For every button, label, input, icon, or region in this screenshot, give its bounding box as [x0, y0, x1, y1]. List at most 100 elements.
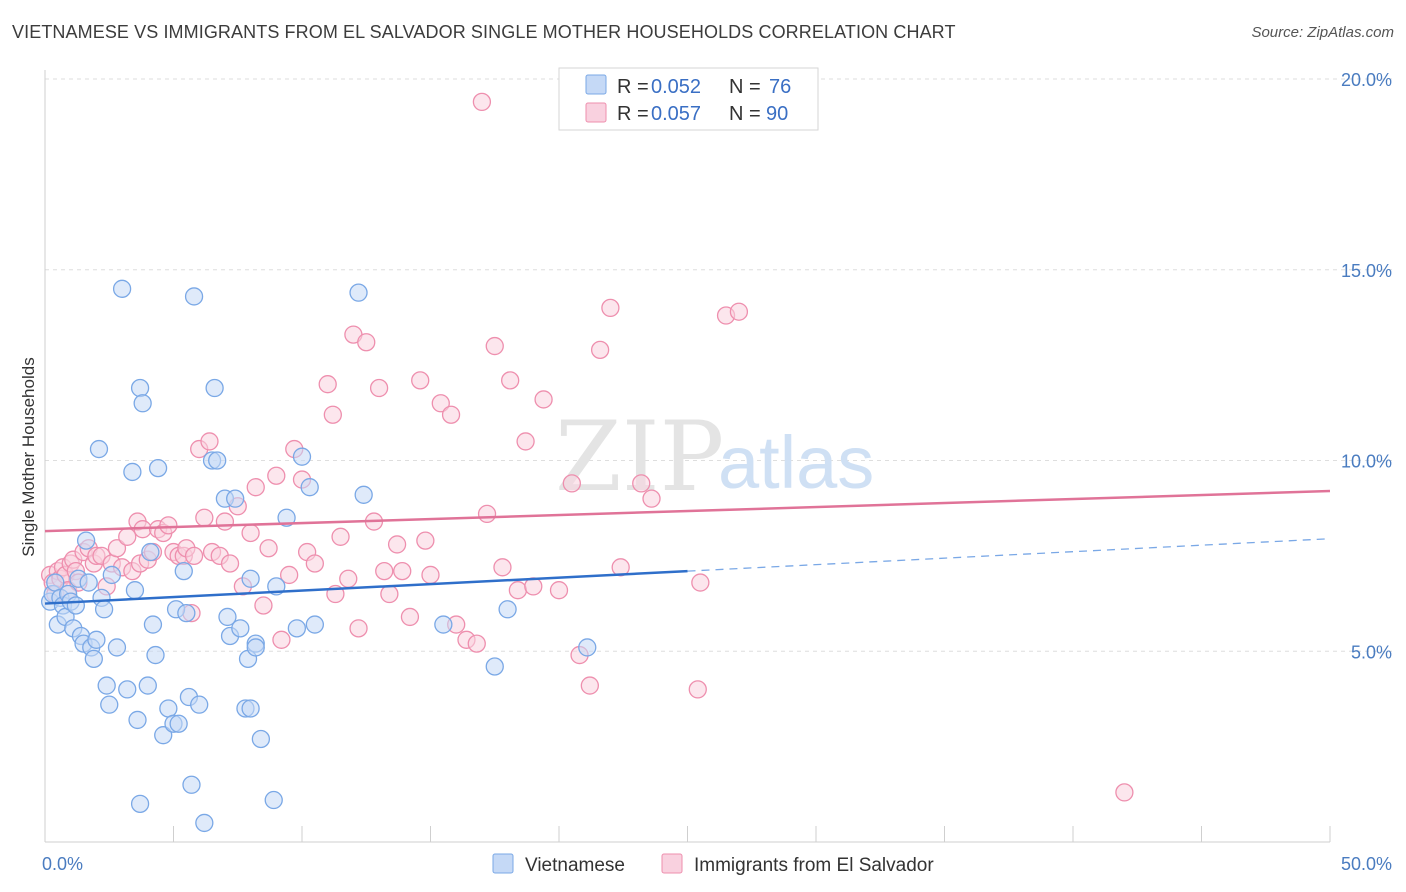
el-salvador-point	[357, 333, 376, 352]
legend-n-value-el-salvador: 90	[766, 103, 788, 125]
vietnamese-point	[123, 462, 142, 482]
vietnamese-point	[305, 615, 325, 634]
vietnamese-point	[128, 710, 147, 730]
el-salvador-point	[580, 676, 599, 695]
el-salvador-point	[380, 584, 399, 604]
vietnamese-point	[84, 649, 103, 669]
legend-swatch-vietnamese	[585, 74, 607, 95]
vietnamese-point	[130, 794, 150, 813]
vietnamese-point	[264, 790, 283, 810]
vietnamese-point	[79, 573, 98, 592]
axes	[44, 70, 1331, 843]
el-salvador-point	[611, 558, 630, 577]
el-salvador-point	[485, 336, 504, 356]
vietnamese-point	[130, 378, 150, 398]
legend-r-label-el-salvador: R =	[617, 103, 649, 125]
vietnamese-point	[118, 680, 137, 699]
y-tick-label: 15.0%	[1341, 261, 1392, 281]
el-salvador-point	[534, 390, 553, 409]
el-salvador-point	[477, 504, 497, 524]
legend-swatch-el-salvador	[585, 102, 607, 123]
el-salvador-point	[691, 573, 710, 592]
vietnamese-point	[190, 695, 209, 714]
vietnamese-trend-line	[44, 569, 688, 605]
legend-r-value-vietnamese: 0.052	[651, 76, 701, 98]
el-salvador-trend-line	[44, 489, 1331, 533]
el-salvador-point	[200, 432, 219, 451]
vietnamese-trend-extension	[687, 538, 1331, 572]
vietnamese-point	[251, 729, 271, 749]
el-salvador-point	[729, 302, 749, 321]
trend-lines	[44, 489, 1331, 605]
el-salvador-point	[323, 405, 342, 424]
el-salvador-point	[393, 561, 412, 581]
el-salvador-point	[349, 619, 368, 638]
el-salvador-point	[272, 630, 291, 649]
vietnamese-point	[169, 714, 188, 733]
el-salvador-point	[369, 378, 389, 398]
legend-n-value-vietnamese: 76	[769, 76, 791, 98]
el-salvador-point	[508, 581, 528, 600]
vietnamese-point	[349, 283, 368, 302]
el-salvador-point	[642, 489, 661, 508]
vietnamese-point	[125, 581, 145, 600]
watermark: ZIP atlas	[555, 401, 874, 513]
vietnamese-point	[146, 645, 165, 665]
vietnamese-point	[205, 378, 224, 398]
el-salvador-point	[195, 508, 214, 527]
vietnamese-point	[287, 619, 307, 638]
el-salvador-point	[159, 516, 178, 535]
y-tick-label: 10.0%	[1341, 452, 1392, 472]
vietnamese-point	[138, 676, 157, 695]
el-salvador-point	[516, 432, 535, 451]
el-salvador-point	[411, 371, 430, 390]
watermark-zip: ZIP	[555, 401, 724, 513]
vietnamese-point	[148, 458, 168, 478]
vietnamese-point	[97, 676, 116, 695]
x-tick-label-max: 50.0%	[1341, 854, 1392, 874]
vietnamese-point	[159, 699, 178, 718]
el-salvador-point	[220, 554, 240, 573]
vietnamese-point	[89, 439, 109, 459]
legend-r-value-el-salvador: 0.057	[651, 103, 701, 125]
vietnamese-point	[241, 699, 260, 718]
series-vietnamese-points	[40, 279, 597, 833]
el-salvador-point	[331, 527, 350, 546]
el-salvador-point	[339, 569, 358, 588]
vietnamese-point	[241, 569, 260, 588]
vietnamese-point	[218, 607, 237, 627]
el-salvador-point	[184, 546, 204, 566]
x-tick-label-min: 0.0%	[42, 854, 83, 874]
el-salvador-point	[549, 581, 569, 600]
vietnamese-point	[208, 451, 227, 470]
vietnamese-point	[66, 596, 85, 615]
vietnamese-point	[354, 485, 373, 504]
legend-n-label-el-salvador: N =	[729, 103, 761, 125]
el-salvador-point	[400, 607, 420, 627]
el-salvador-point	[107, 539, 127, 558]
vietnamese-point	[231, 619, 250, 638]
series-legend: Vietnamese Immigrants from El Salvador	[492, 853, 934, 876]
chart-title: VIETNAMESE VS IMMIGRANTS FROM EL SALVADO…	[12, 22, 956, 42]
el-salvador-point	[1115, 783, 1134, 802]
el-salvador-point	[267, 466, 286, 485]
vietnamese-point	[246, 638, 265, 657]
el-salvador-point	[601, 298, 620, 318]
el-salvador-point	[590, 340, 610, 360]
el-salvador-point	[688, 680, 707, 699]
vietnamese-point	[300, 478, 319, 497]
vietnamese-point	[578, 638, 597, 657]
el-salvador-point	[387, 535, 407, 554]
source-label: Source: ZipAtlas.com	[1251, 24, 1394, 41]
el-salvador-point	[259, 539, 278, 558]
vietnamese-point	[133, 394, 152, 413]
vietnamese-point	[76, 531, 96, 550]
el-salvador-point	[421, 565, 440, 585]
correlation-legend: R = 0.052 N = 76 R = 0.057 N = 90	[558, 67, 819, 131]
vietnamese-point	[195, 813, 214, 833]
vietnamese-point	[94, 600, 114, 619]
legend-n-label-vietnamese: N =	[729, 76, 761, 98]
legend-r-label-vietnamese: R =	[617, 76, 649, 98]
el-salvador-point	[562, 474, 581, 493]
bottom-legend-label-el-salvador: Immigrants from El Salvador	[694, 855, 934, 876]
